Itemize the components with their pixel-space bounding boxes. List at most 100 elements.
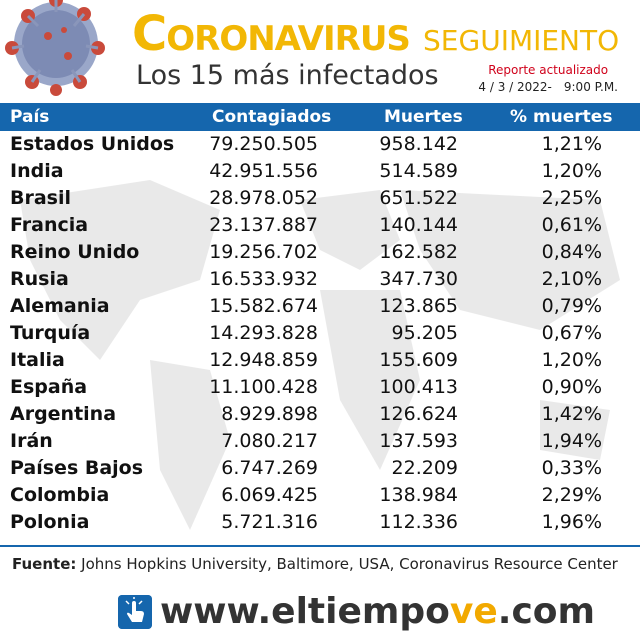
url-brand-a: eltiempo bbox=[271, 591, 450, 632]
table-body: Estados Unidos 79.250.505 958.142 1,21% Ind… bbox=[0, 131, 640, 536]
cases-cell: 14.293.828 bbox=[209, 322, 318, 344]
website-url[interactable]: www.eltiempove.com bbox=[160, 591, 595, 632]
cases-cell: 23.137.887 bbox=[209, 214, 318, 236]
table-row: Reino Unido 19.256.702 162.582 0,84% bbox=[0, 239, 640, 266]
deaths-cell: 100.413 bbox=[379, 376, 458, 398]
death-rate-cell: 2,25% bbox=[541, 187, 602, 209]
title-initial: C bbox=[132, 6, 167, 62]
death-rate-cell: 1,94% bbox=[541, 430, 602, 452]
table-row: Brasil 28.978.052 651.522 2,25% bbox=[0, 185, 640, 212]
cases-cell: 42.951.556 bbox=[209, 160, 318, 182]
death-rate-cell: 0,79% bbox=[541, 295, 602, 317]
death-rate-cell: 1,20% bbox=[541, 160, 602, 182]
deaths-cell: 155.609 bbox=[379, 349, 458, 371]
death-rate-cell: 0,33% bbox=[541, 457, 602, 479]
death-rate-cell: 0,84% bbox=[541, 241, 602, 263]
cases-cell: 6.747.269 bbox=[221, 457, 318, 479]
table-row: Argentina 8.929.898 126.624 1,42% bbox=[0, 401, 640, 428]
country-cell: España bbox=[10, 376, 88, 398]
report-time: 9:00 P.M. bbox=[563, 80, 618, 94]
title: CORONAVIRUS SEGUIMIENTO bbox=[132, 6, 619, 62]
report-info: Reporte actualizado 4 / 3 / 2022- 9:00 P.… bbox=[478, 62, 618, 96]
title-rest: ORONAVIRUS bbox=[166, 19, 411, 59]
header-country: País bbox=[10, 107, 50, 127]
death-rate-cell: 2,10% bbox=[541, 268, 602, 290]
table-row: Colombia 6.069.425 138.984 2,29% bbox=[0, 482, 640, 509]
data-table: País Contagiados Muertes % muertes Estad… bbox=[0, 103, 640, 543]
world-map-watermark bbox=[20, 180, 620, 530]
footer: www.eltiempove.com bbox=[0, 583, 640, 640]
url-suffix: .com bbox=[497, 591, 596, 632]
country-cell: Francia bbox=[10, 214, 89, 236]
table-row: Rusia 16.533.932 347.730 2,10% bbox=[0, 266, 640, 293]
death-rate-cell: 0,61% bbox=[541, 214, 602, 236]
table-row: Italia 12.948.859 155.609 1,20% bbox=[0, 347, 640, 374]
report-datetime: 4 / 3 / 2022- 9:00 P.M. bbox=[478, 79, 618, 96]
cases-cell: 28.978.052 bbox=[209, 187, 318, 209]
death-rate-cell: 2,29% bbox=[541, 484, 602, 506]
cases-cell: 11.100.428 bbox=[209, 376, 318, 398]
table-row: India 42.951.556 514.589 1,20% bbox=[0, 158, 640, 185]
country-cell: Turquía bbox=[10, 322, 91, 344]
source-value: Johns Hopkins University, Baltimore, USA… bbox=[81, 555, 618, 573]
virus-icon bbox=[5, 0, 105, 96]
deaths-cell: 514.589 bbox=[379, 160, 458, 182]
source-bar: Fuente: Johns Hopkins University, Baltim… bbox=[0, 545, 640, 585]
table-row: Francia 23.137.887 140.144 0,61% bbox=[0, 212, 640, 239]
cases-cell: 5.721.316 bbox=[221, 511, 318, 533]
deaths-cell: 651.522 bbox=[379, 187, 458, 209]
country-cell: Italia bbox=[10, 349, 65, 371]
country-cell: Polonia bbox=[10, 511, 90, 533]
country-cell: India bbox=[10, 160, 64, 182]
deaths-cell: 95.205 bbox=[391, 322, 458, 344]
header: CORONAVIRUS SEGUIMIENTO Los 15 más infec… bbox=[0, 0, 640, 100]
header-death-rate: % muertes bbox=[510, 107, 613, 127]
subtitle: Los 15 más infectados bbox=[136, 60, 439, 91]
country-cell: Colombia bbox=[10, 484, 110, 506]
country-cell: Reino Unido bbox=[10, 241, 140, 263]
url-brand-b: ve bbox=[449, 591, 498, 632]
table-row: Países Bajos 6.747.269 22.209 0,33% bbox=[0, 455, 640, 482]
death-rate-cell: 1,96% bbox=[541, 511, 602, 533]
cases-cell: 12.948.859 bbox=[209, 349, 318, 371]
deaths-cell: 123.865 bbox=[379, 295, 458, 317]
report-date: 4 / 3 / 2022- bbox=[478, 80, 552, 94]
cases-cell: 19.256.702 bbox=[209, 241, 318, 263]
death-rate-cell: 0,67% bbox=[541, 322, 602, 344]
deaths-cell: 347.730 bbox=[379, 268, 458, 290]
table-row: Polonia 5.721.316 112.336 1,96% bbox=[0, 509, 640, 536]
death-rate-cell: 1,21% bbox=[541, 133, 602, 155]
deaths-cell: 112.336 bbox=[379, 511, 458, 533]
deaths-cell: 162.582 bbox=[379, 241, 458, 263]
cases-cell: 16.533.932 bbox=[209, 268, 318, 290]
country-cell: Brasil bbox=[10, 187, 72, 209]
cases-cell: 79.250.505 bbox=[209, 133, 318, 155]
country-cell: Irán bbox=[10, 430, 53, 452]
title-main: CORONAVIRUS bbox=[132, 6, 411, 62]
url-prefix: www. bbox=[160, 591, 272, 632]
title-secondary: SEGUIMIENTO bbox=[423, 24, 620, 57]
cases-cell: 6.069.425 bbox=[221, 484, 318, 506]
header-deaths: Muertes bbox=[384, 107, 463, 127]
table-row: Estados Unidos 79.250.505 958.142 1,21% bbox=[0, 131, 640, 158]
country-cell: Alemania bbox=[10, 295, 110, 317]
deaths-cell: 137.593 bbox=[379, 430, 458, 452]
cases-cell: 7.080.217 bbox=[221, 430, 318, 452]
source-label: Fuente: bbox=[12, 555, 77, 573]
table-header: País Contagiados Muertes % muertes bbox=[0, 103, 640, 131]
country-cell: Estados Unidos bbox=[10, 133, 175, 155]
report-label: Reporte actualizado bbox=[488, 63, 609, 77]
table-row: Turquía 14.293.828 95.205 0,67% bbox=[0, 320, 640, 347]
country-cell: Argentina bbox=[10, 403, 117, 425]
table-row: España 11.100.428 100.413 0,90% bbox=[0, 374, 640, 401]
deaths-cell: 22.209 bbox=[391, 457, 458, 479]
cases-cell: 8.929.898 bbox=[221, 403, 318, 425]
deaths-cell: 140.144 bbox=[379, 214, 458, 236]
country-cell: Rusia bbox=[10, 268, 69, 290]
country-cell: Países Bajos bbox=[10, 457, 144, 479]
death-rate-cell: 1,42% bbox=[541, 403, 602, 425]
deaths-cell: 138.984 bbox=[379, 484, 458, 506]
header-cases: Contagiados bbox=[212, 107, 332, 127]
deaths-cell: 958.142 bbox=[379, 133, 458, 155]
